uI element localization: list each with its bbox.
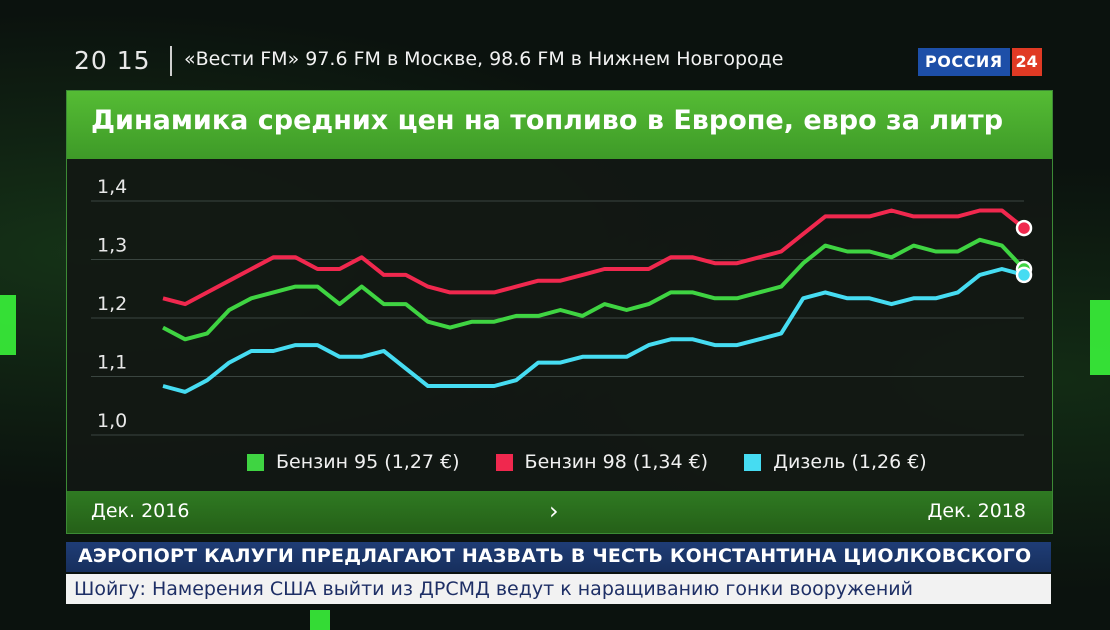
news-headline: АЭРОПОРТ КАЛУГИ ПРЕДЛАГАЮТ НАЗВАТЬ В ЧЕС…	[78, 545, 1032, 567]
legend-label: Бензин 95 (1,27 €)	[276, 451, 460, 473]
chart-title: Динамика средних цен на топливо в Европе…	[91, 105, 1004, 136]
chart-legend: Бензин 95 (1,27 €) Бензин 98 (1,34 €) Дизе…	[247, 451, 927, 473]
y-tick-label: 1,4	[97, 176, 127, 198]
series-line	[162, 267, 1025, 394]
legend-item: Бензин 98 (1,34 €)	[495, 451, 709, 473]
legend-swatch	[247, 453, 264, 471]
timeline-start-label: Дек. 2016	[91, 500, 190, 522]
y-tick-label: 1,2	[97, 293, 127, 315]
series-end-marker	[1015, 219, 1033, 237]
legend-swatch	[495, 453, 513, 471]
line-chart: 1,4 1,3 1,2 1,1 1,0	[91, 176, 1033, 436]
legend-label: Бензин 98 (1,34 €)	[524, 451, 709, 473]
bg-green-block-right	[1090, 300, 1110, 375]
news-subline: Шойгу: Намерения США выйти из ДРСМД веду…	[74, 578, 913, 600]
y-tick-label: 1,1	[97, 352, 127, 374]
series-end-marker	[1015, 266, 1033, 284]
chart-panel: Динамика средних цен на топливо в Европе…	[66, 90, 1053, 534]
news-subline-bar: Шойгу: Намерения США выйти из ДРСМД веду…	[66, 574, 1051, 604]
channel-name: РОССИЯ	[918, 48, 1010, 76]
top-ticker: «Вести FM» 97.6 FM в Москве, 98.6 FM в Н…	[184, 48, 784, 70]
clock-divider	[170, 46, 172, 76]
legend-label: Дизель (1,26 €)	[773, 451, 927, 473]
channel-number: 24	[1011, 48, 1042, 76]
clock: 20 15	[74, 46, 151, 75]
news-headline-bar: АЭРОПОРТ КАЛУГИ ПРЕДЛАГАЮТ НАЗВАТЬ В ЧЕС…	[66, 542, 1051, 572]
title-bar: Динамика средних цен на топливо в Европе…	[67, 91, 1052, 159]
series-line	[162, 208, 1026, 307]
timeline-bar: Дек. 2016 › Дек. 2018	[67, 491, 1052, 533]
legend-item: Дизель (1,26 €)	[744, 451, 927, 473]
bg-green-block-left	[0, 295, 16, 355]
timeline-end-label: Дек. 2018	[927, 500, 1026, 522]
chevron-right-icon: ›	[549, 497, 559, 525]
y-tick-label: 1,3	[97, 235, 127, 257]
legend-item: Бензин 95 (1,27 €)	[247, 451, 460, 473]
bg-green-block-bottom	[310, 610, 330, 630]
series-line	[162, 237, 1026, 342]
channel-logo: РОССИЯ 24	[918, 48, 1042, 76]
y-tick-label: 1,0	[97, 410, 127, 432]
legend-swatch	[744, 453, 762, 471]
